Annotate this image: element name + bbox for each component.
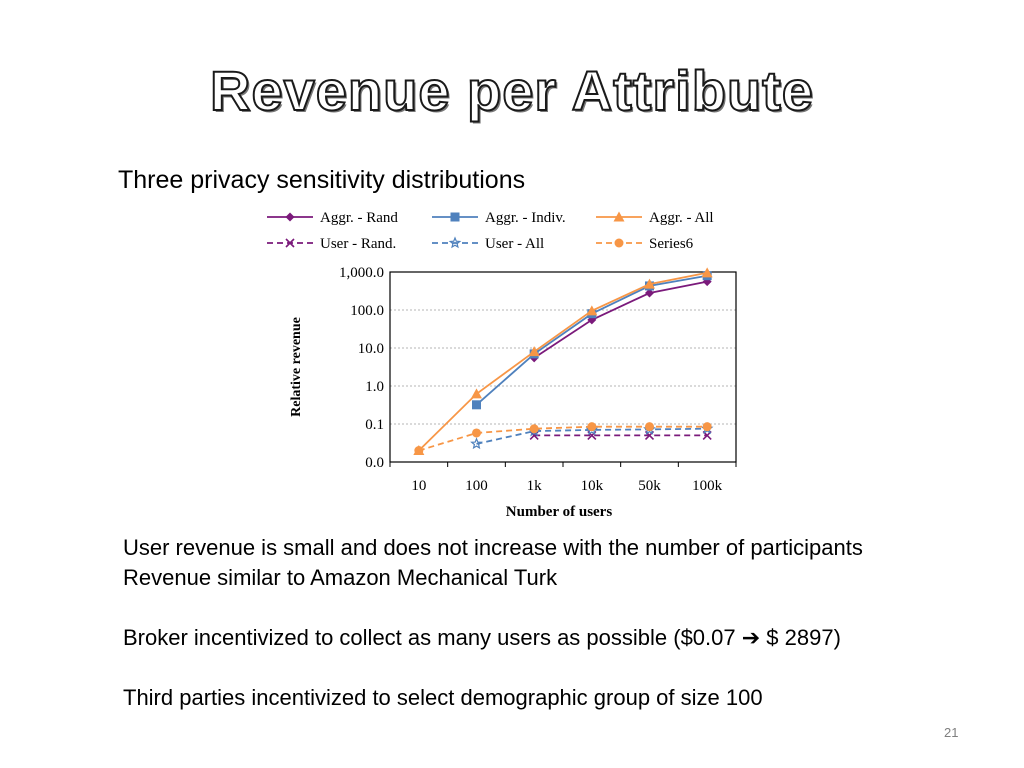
legend-marker	[285, 212, 295, 222]
legend-marker	[613, 211, 625, 222]
revenue-chart: Aggr. - Rand Aggr. - Indiv. Aggr. - All Use…	[267, 210, 737, 520]
x-tick-label: 1k	[527, 478, 543, 494]
legend-marker	[614, 238, 624, 248]
body-paragraph: Revenue similar to Amazon Mechanical Tur…	[123, 565, 558, 590]
series-user-rand	[529, 430, 712, 441]
legend-item: Aggr. - Rand	[267, 210, 398, 226]
legend-item: Aggr. - All	[596, 210, 714, 226]
data-point	[470, 437, 483, 450]
data-point	[471, 388, 482, 399]
series-series6	[414, 422, 712, 456]
legend-marker	[448, 236, 462, 249]
slide-body: User revenue is small and does not incre…	[123, 533, 903, 713]
data-point	[587, 422, 597, 432]
y-tick-label: 100.0	[350, 303, 384, 319]
data-point	[414, 446, 424, 456]
slide-title: Revenue per Attribute	[209, 58, 814, 123]
plot-frame	[389, 271, 737, 463]
body-paragraph: Third parties incentivized to select dem…	[123, 685, 763, 710]
data-point	[645, 422, 654, 432]
y-axis-label: Relative revenue	[289, 317, 304, 417]
legend-label: User - All	[485, 236, 544, 252]
data-point	[644, 278, 655, 289]
legend-item: Aggr. - Indiv.	[432, 210, 566, 226]
data-point	[472, 400, 481, 410]
paragraph-spacer	[123, 653, 903, 683]
x-tick-label: 100	[465, 478, 488, 494]
data-point	[701, 267, 713, 278]
legend-label: Aggr. - Indiv.	[485, 210, 566, 226]
y-tick-label: 0.0	[365, 455, 384, 471]
x-tick-label: 50k	[638, 478, 661, 494]
legend-marker	[450, 212, 460, 222]
slide-subtitle: Three privacy sensitivity distributions	[118, 166, 526, 194]
data-point	[529, 424, 539, 434]
x-axis-label: Number of users	[506, 504, 613, 520]
body-paragraph: Broker incentivized to collect as many u…	[123, 625, 841, 650]
x-tick-label: 10k	[581, 478, 604, 494]
series-line	[418, 425, 708, 452]
data-point	[472, 428, 481, 438]
data-point	[645, 288, 654, 298]
legend-label: Aggr. - Rand	[320, 210, 398, 226]
series-aggr-rand	[529, 277, 712, 363]
series-line	[418, 271, 708, 452]
x-axis-ticks: 10 100 1k 10k 50k 100k	[411, 478, 722, 494]
data-point	[528, 346, 540, 357]
chart-legend: Aggr. - Rand Aggr. - Indiv. Aggr. - All Use…	[267, 210, 714, 252]
y-tick-label: 1.0	[365, 379, 384, 395]
y-tick-label: 1,000.0	[339, 265, 384, 281]
series-line	[475, 274, 708, 406]
legend-item: Series6	[596, 236, 694, 252]
series-line	[533, 280, 708, 359]
x-tick-label: 100k	[692, 478, 723, 494]
legend-item: User - Rand.	[267, 236, 396, 252]
x-tick-label: 10	[411, 478, 426, 494]
y-axis-ticks: 0.0 0.1 1.0 10.0 100.0 1,000.0	[339, 265, 384, 471]
legend-item: User - All	[432, 236, 544, 252]
legend-label: User - Rand.	[320, 236, 396, 252]
y-tick-label: 10.0	[358, 341, 384, 357]
legend-label: Aggr. - All	[649, 210, 714, 226]
y-tick-label: 0.1	[365, 417, 384, 433]
series-line	[476, 427, 708, 445]
data-point	[702, 422, 712, 432]
data-point	[586, 305, 598, 316]
body-paragraph: User revenue is small and does not incre…	[123, 535, 863, 560]
page-number: 21	[944, 725, 959, 740]
chart-plot-area	[389, 267, 737, 467]
legend-label: Series6	[649, 236, 694, 252]
series-aggr-indiv	[472, 271, 712, 410]
legend-marker	[285, 238, 295, 248]
paragraph-spacer	[123, 593, 903, 623]
